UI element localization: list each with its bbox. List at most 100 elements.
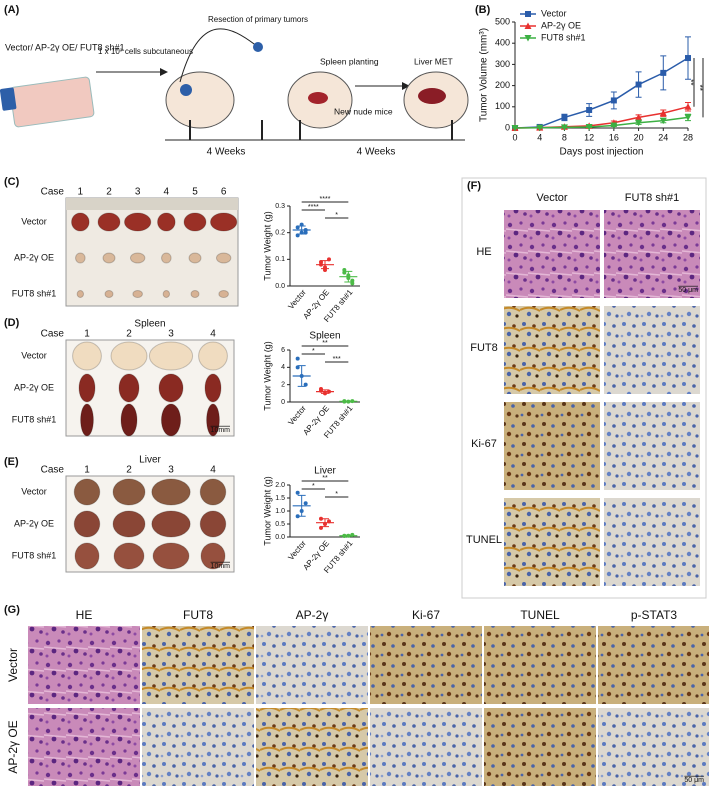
sd-bar xyxy=(344,534,353,537)
legend-marker xyxy=(524,22,532,29)
scale-bar: 10mm xyxy=(211,563,231,570)
row-label: Vector xyxy=(21,350,47,360)
micrograph xyxy=(504,498,600,586)
tissue xyxy=(73,510,101,538)
tissue xyxy=(104,290,114,298)
y-tick-label: 0.3 xyxy=(275,203,285,210)
tissue xyxy=(132,290,143,298)
x-tick-label: Vector xyxy=(286,288,308,311)
scale-bar: 50 μm xyxy=(684,777,704,784)
tissue xyxy=(151,478,191,506)
case-number: 3 xyxy=(135,187,141,198)
tissue xyxy=(78,373,96,403)
plot-title: Liver xyxy=(314,466,336,477)
marker xyxy=(685,55,691,62)
y-tick-label: 4 xyxy=(281,364,285,371)
tissue xyxy=(209,212,238,232)
injection-text: 1 x 10⁷ cells subcutaneous xyxy=(98,47,193,56)
y-tick-label: 0.5 xyxy=(275,521,285,528)
tissue xyxy=(188,252,202,264)
case-number: 5 xyxy=(192,187,198,198)
legend-label: Vector xyxy=(541,8,567,18)
y-axis-title: Tumor Weight (g) xyxy=(262,476,272,546)
x-tick-label: 8 xyxy=(562,132,567,142)
micrograph xyxy=(604,498,700,586)
case-number: 1 xyxy=(78,187,84,198)
tissue xyxy=(198,341,228,371)
spleen-text: Spleen planting xyxy=(320,56,379,66)
marker xyxy=(610,97,617,104)
marker xyxy=(536,124,544,132)
arrow-head xyxy=(402,82,410,90)
tissue xyxy=(97,212,121,232)
tissue xyxy=(218,290,229,298)
tissue xyxy=(204,373,222,403)
micrograph xyxy=(604,210,700,298)
row-label: FUT8 sh#1 xyxy=(12,288,57,298)
tissue xyxy=(112,510,146,538)
row-label: AP-2γ OE xyxy=(14,382,54,392)
column-label: HE xyxy=(76,608,93,622)
y-tick-label: 0.0 xyxy=(275,283,285,290)
tissue xyxy=(158,373,184,403)
legend-marker xyxy=(525,11,531,17)
x-tick-label: Vector xyxy=(286,404,308,427)
marker xyxy=(511,125,519,132)
y-tick-label: 0.0 xyxy=(275,534,285,541)
photo-title: Liver xyxy=(139,455,161,466)
marker xyxy=(684,114,692,121)
weeks-text: 4 Weeks xyxy=(357,147,396,158)
case-number: 1 xyxy=(84,329,90,340)
marker xyxy=(659,109,667,117)
row-label: AP-2γ OE xyxy=(6,720,20,773)
tissue xyxy=(200,542,226,570)
x-axis-title: Days post injection xyxy=(560,147,644,158)
panel-label: (A) xyxy=(4,4,20,16)
micrograph xyxy=(484,626,596,704)
sd-bar xyxy=(321,389,329,394)
marker xyxy=(659,117,667,125)
case-number: 2 xyxy=(106,187,112,198)
micrograph xyxy=(484,708,596,786)
case-number: 4 xyxy=(210,329,216,340)
panel-label: (E) xyxy=(4,456,19,468)
case-label: Case xyxy=(41,329,65,340)
marker xyxy=(586,106,593,113)
marker xyxy=(561,114,568,121)
resection-text: Resection of primary tumors xyxy=(208,15,308,24)
row-label: Vector xyxy=(21,216,47,226)
marker xyxy=(635,113,643,121)
significance: *** xyxy=(333,356,341,363)
tissue xyxy=(129,252,146,264)
tissue xyxy=(76,290,85,298)
point xyxy=(295,490,300,495)
row-label: FUT8 sh#1 xyxy=(12,550,57,560)
column-label: TUNEL xyxy=(520,608,560,622)
panel-a: (A) Vector/ AP-2γ OE/ FUT8 sh#1 1 x 10⁷ … xyxy=(0,4,469,158)
panel-label: (B) xyxy=(475,4,491,16)
panel-label: (G) xyxy=(4,604,20,616)
micrograph xyxy=(604,402,700,490)
panel-border xyxy=(461,177,707,599)
sd-bar xyxy=(344,400,353,403)
x-tick-label: 28 xyxy=(683,132,693,142)
micrograph xyxy=(142,708,254,786)
point xyxy=(295,356,300,361)
mouse xyxy=(165,71,235,129)
plot-title: Spleen xyxy=(309,331,340,342)
y-tick-label: 2.0 xyxy=(275,482,285,489)
micrograph xyxy=(504,402,600,490)
arrow xyxy=(179,28,259,83)
marker xyxy=(560,124,568,131)
tumor xyxy=(253,42,263,52)
cell-lines: Vector/ AP-2γ OE/ FUT8 sh#1 xyxy=(5,42,125,52)
row-label: AP-2γ OE xyxy=(14,252,54,262)
marker xyxy=(610,122,618,129)
micrograph xyxy=(504,210,600,298)
micrograph xyxy=(598,626,709,704)
case-number: 3 xyxy=(168,329,174,340)
tissue xyxy=(102,252,116,264)
y-axis-title: Tumor Weight (g) xyxy=(262,211,272,281)
marker xyxy=(660,69,667,76)
tissue xyxy=(160,403,182,437)
